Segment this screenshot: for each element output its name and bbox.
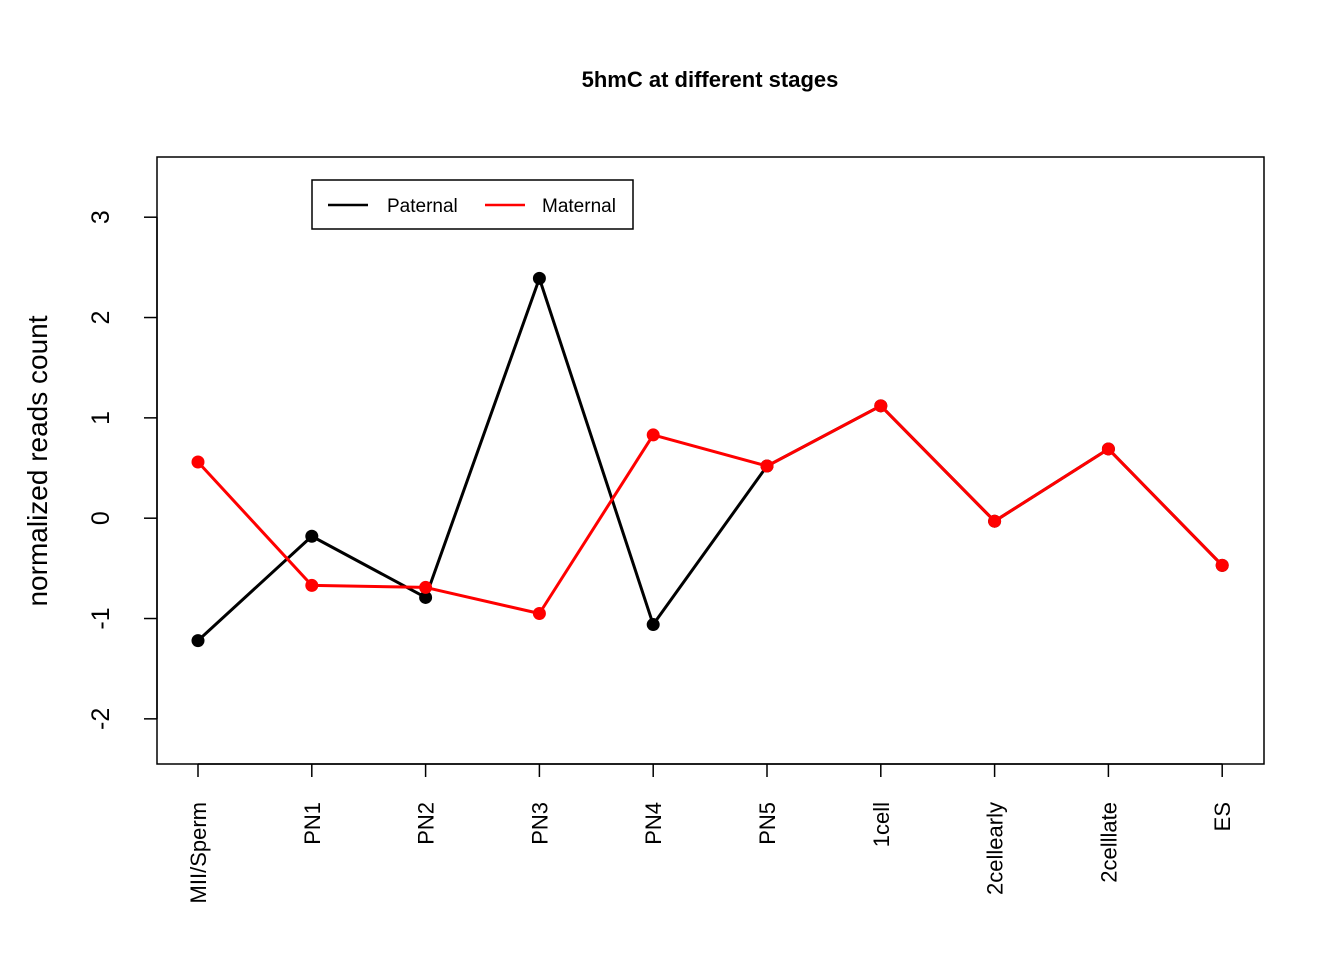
x-tick-label: 2cellearly: [983, 802, 1008, 895]
data-point-paternal: [305, 529, 319, 543]
x-tick-label: PN5: [755, 802, 780, 845]
chart-title: 5hmC at different stages: [582, 67, 839, 92]
series-line-maternal: [196, 404, 1224, 616]
data-point-maternal: [874, 399, 888, 413]
legend-label-maternal: Maternal: [542, 196, 616, 217]
y-tick-label: 2: [87, 311, 115, 325]
x-tick-label: MII/Sperm: [186, 802, 211, 903]
y-tick-label: -2: [87, 708, 115, 730]
data-point-maternal: [532, 607, 546, 621]
y-axis: -2 -1 0 1 2 3: [87, 210, 158, 730]
x-tick-label: 1cell: [869, 802, 894, 847]
data-point-maternal: [305, 578, 319, 592]
data-point-maternal: [1101, 442, 1115, 456]
plot-frame: [156, 156, 1265, 765]
y-tick-label: -1: [87, 607, 115, 629]
x-axis: MII/Sperm PN1 PN2 PN3 PN4 PN5 1cell 2cellearly 2…: [186, 763, 1235, 903]
y-tick-label: 3: [87, 210, 115, 224]
data-point-maternal: [988, 514, 1002, 528]
x-tick-label: PN4: [641, 802, 666, 845]
x-tick-label: PN3: [527, 802, 552, 845]
y-tick-label: 0: [87, 511, 115, 525]
x-tick-label: 2celllate: [1096, 802, 1121, 883]
legend-label-paternal: Paternal: [387, 196, 458, 217]
data-point-paternal: [532, 271, 546, 285]
data-point-maternal: [1215, 558, 1229, 572]
series-layer: [191, 271, 1229, 648]
data-point-paternal: [191, 634, 205, 648]
y-tick-label: 1: [87, 411, 115, 425]
x-tick-label: ES: [1210, 802, 1235, 831]
x-tick-label: PN1: [300, 802, 325, 845]
legend: Paternal Maternal: [311, 179, 634, 230]
data-point-maternal: [191, 455, 205, 469]
data-point-maternal: [419, 580, 433, 594]
y-axis-label: normalized reads count: [22, 315, 53, 606]
x-tick-label: PN2: [414, 802, 439, 845]
data-point-paternal: [419, 590, 433, 604]
data-point-paternal: [646, 618, 660, 632]
data-point-maternal: [646, 428, 660, 442]
data-point-maternal: [760, 459, 774, 473]
